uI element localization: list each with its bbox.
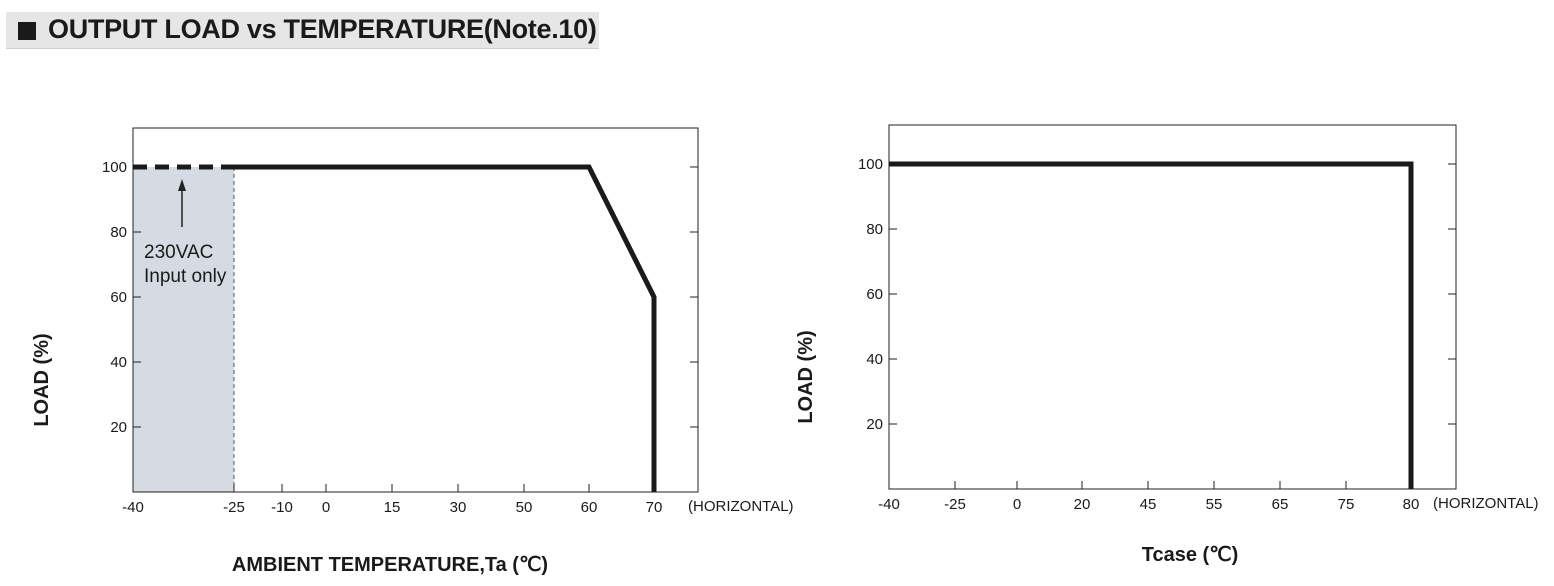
x-tick-label: 0	[322, 499, 330, 516]
y-tick-label: 100	[858, 156, 883, 173]
x-tick-label: 55	[1206, 496, 1223, 513]
x-tick-label: -40	[122, 499, 144, 516]
y-tick-label: 100	[102, 159, 127, 176]
x-tick-label: 20	[1074, 496, 1091, 513]
plot-frame	[888, 124, 1457, 490]
x-tick-label: 15	[384, 499, 401, 516]
square-bullet-icon	[18, 22, 36, 40]
x-tick-label: 45	[1140, 496, 1157, 513]
annotation-line-1: 230VAC	[144, 242, 213, 263]
derating-curve-solid	[234, 164, 657, 492]
x-tick-label: -10	[271, 499, 293, 516]
y-tick-label: 40	[866, 351, 883, 368]
orientation-label: (HORIZONTAL)	[688, 498, 794, 515]
x-tick-label: 60	[581, 499, 598, 516]
plot-frame	[132, 127, 699, 493]
x-tick-label: 0	[1013, 496, 1021, 513]
y-tick-label: 40	[110, 354, 127, 371]
x-tick-label: 80	[1403, 496, 1420, 513]
orientation-label: (HORIZONTAL)	[1433, 495, 1539, 512]
y-tick-label: 60	[110, 289, 127, 306]
input-restricted-region	[133, 167, 234, 492]
x-tick-label: 50	[516, 499, 533, 516]
x-tick-label: 75	[1338, 496, 1355, 513]
y-tick-label: 20	[110, 419, 127, 436]
derating-curve-solid	[889, 161, 1414, 489]
arrow-head-icon	[178, 179, 186, 191]
y-tick-label: 80	[866, 221, 883, 238]
y-axis-label: LOAD (%)	[31, 333, 53, 426]
load-chart-1: 100 80 60 40 20 -40 -25 -10 0 15 30 50 60 70 (HORIZONT…	[31, 127, 794, 576]
section-header: OUTPUT LOAD vs TEMPERATURE(Note.10)	[6, 12, 599, 49]
load-chart-2: 100 80 60 40 20 -40 -25 0 20 45 55 65 75 80 (HORIZONTA…	[795, 124, 1539, 566]
y-tick-label: 60	[866, 286, 883, 303]
x-tick-label: -25	[223, 499, 245, 516]
section-title: OUTPUT LOAD vs TEMPERATURE(Note.10)	[48, 14, 597, 44]
y-axis-label: LOAD (%)	[795, 330, 817, 423]
x-tick-label: 65	[1272, 496, 1289, 513]
x-tick-label: 70	[646, 499, 663, 516]
x-axis-label: AMBIENT TEMPERATURE,Ta (℃)	[232, 554, 548, 576]
x-tick-label: -40	[878, 496, 900, 513]
x-tick-label: 30	[450, 499, 467, 516]
y-tick-label: 20	[866, 416, 883, 433]
x-tick-label: -25	[944, 496, 966, 513]
x-axis-label: Tcase (℃)	[1142, 544, 1239, 566]
annotation-line-2: Input only	[144, 266, 227, 287]
y-tick-label: 80	[110, 224, 127, 241]
